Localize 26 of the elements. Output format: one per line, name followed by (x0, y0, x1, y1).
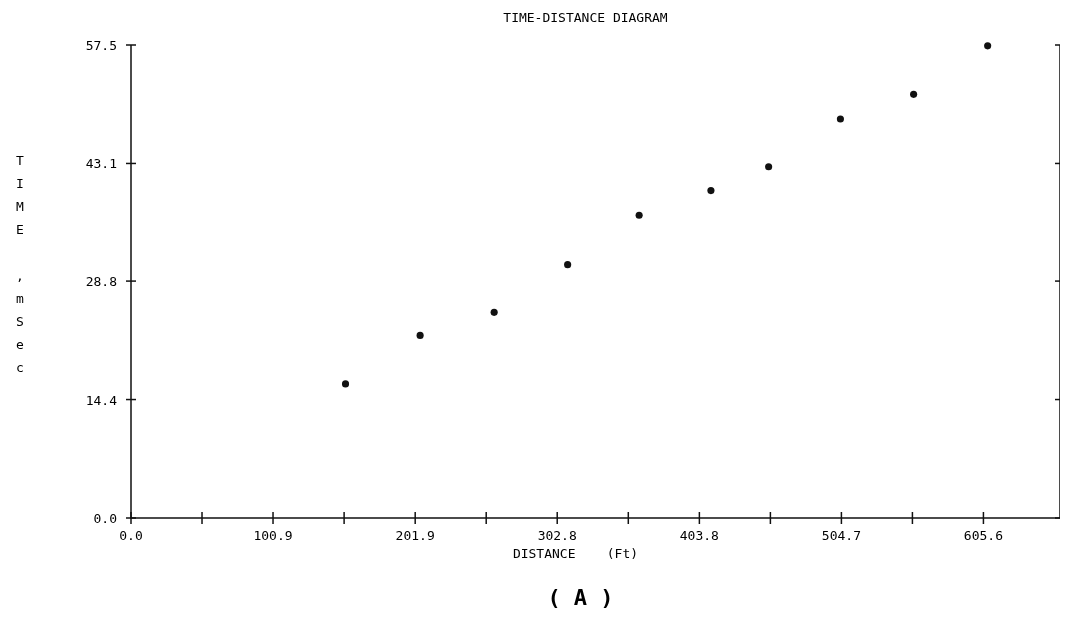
x-tick-label: 100.9 (253, 528, 293, 543)
chart-title: TIME-DISTANCE DIAGRAM (503, 10, 668, 25)
point (341, 380, 350, 388)
point (836, 115, 844, 123)
point (635, 211, 643, 219)
text: ( A ) (547, 585, 614, 610)
x-tick-label: 201.9 (395, 528, 435, 543)
x-tick-label: 403.8 (679, 528, 719, 543)
point (564, 261, 572, 269)
y-tick-label: 28.8 (85, 274, 117, 290)
x-tick-label: 605.6 (963, 528, 1003, 543)
x-tick-label: 0.0 (119, 528, 143, 543)
point (984, 42, 992, 50)
x-axis-title: DISTANCE (Ft) (512, 546, 639, 561)
y-tick-label: 57.5 (85, 38, 117, 53)
point (765, 163, 773, 171)
point (707, 187, 715, 195)
y-tick-label: 14.4 (85, 392, 118, 408)
x-tick-label: 504.7 (821, 528, 861, 543)
point (416, 331, 424, 339)
y-tick-label: 0.0 (93, 511, 117, 526)
point (490, 308, 498, 316)
point (910, 90, 918, 98)
text: TIME ,mSec (16, 153, 24, 375)
x-tick-label: 302.8 (537, 528, 577, 543)
y-tick-label: 43.1 (85, 156, 117, 172)
